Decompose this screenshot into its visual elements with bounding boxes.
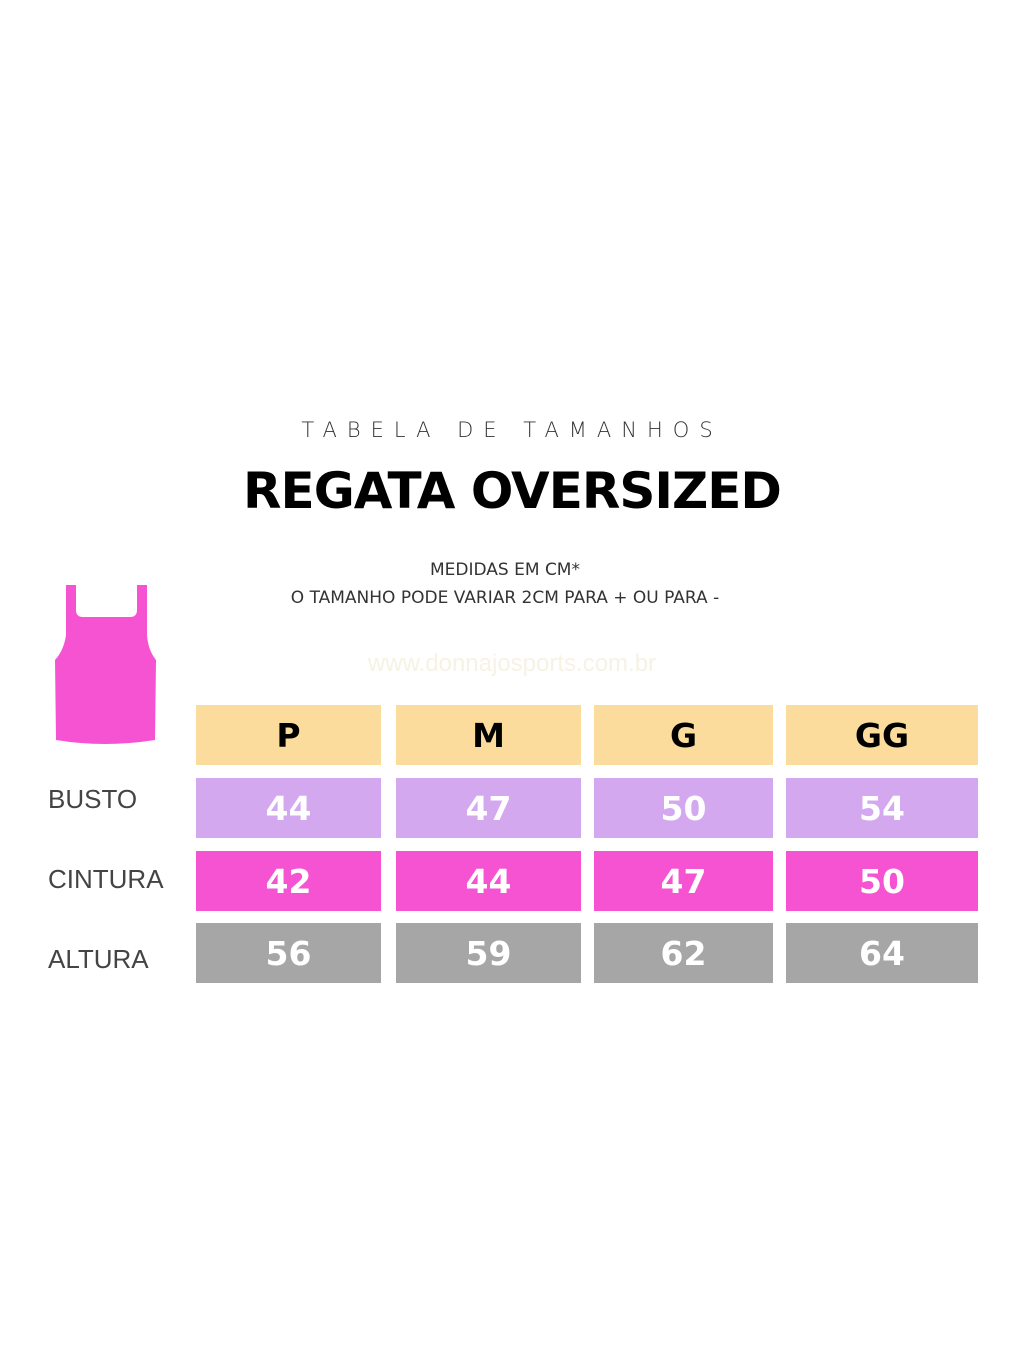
cell-altura-gg: 64 <box>786 923 978 983</box>
cell-busto-m: 47 <box>396 778 581 838</box>
cell-busto-g: 50 <box>594 778 773 838</box>
row-label-altura: ALTURA <box>48 944 149 974</box>
row-label-cintura: CINTURA <box>48 864 164 894</box>
cell-cintura-m: 44 <box>396 851 581 911</box>
watermark: www.donnajosports.com.br <box>367 650 657 677</box>
size-header-gg: GG <box>786 705 978 765</box>
cell-cintura-gg: 50 <box>786 851 978 911</box>
units-note: MEDIDAS EM CM* <box>430 560 580 580</box>
cell-cintura-p: 42 <box>196 851 381 911</box>
cell-busto-gg: 54 <box>786 778 978 838</box>
cell-altura-p: 56 <box>196 923 381 983</box>
subtitle: TABELA DE TAMANHOS <box>301 418 723 442</box>
row-label-busto: BUSTO <box>48 784 138 814</box>
cell-altura-g: 62 <box>594 923 773 983</box>
size-header-p: P <box>196 705 381 765</box>
cell-busto-p: 44 <box>196 778 381 838</box>
variation-note: O TAMANHO PODE VARIAR 2CM PARA + OU PARA… <box>290 588 720 608</box>
size-header-m: M <box>396 705 581 765</box>
page-title: REGATA OVERSIZED <box>243 462 782 520</box>
cell-cintura-g: 47 <box>594 851 773 911</box>
cell-altura-m: 59 <box>396 923 581 983</box>
tank-top-icon <box>55 585 156 744</box>
size-header-g: G <box>594 705 773 765</box>
